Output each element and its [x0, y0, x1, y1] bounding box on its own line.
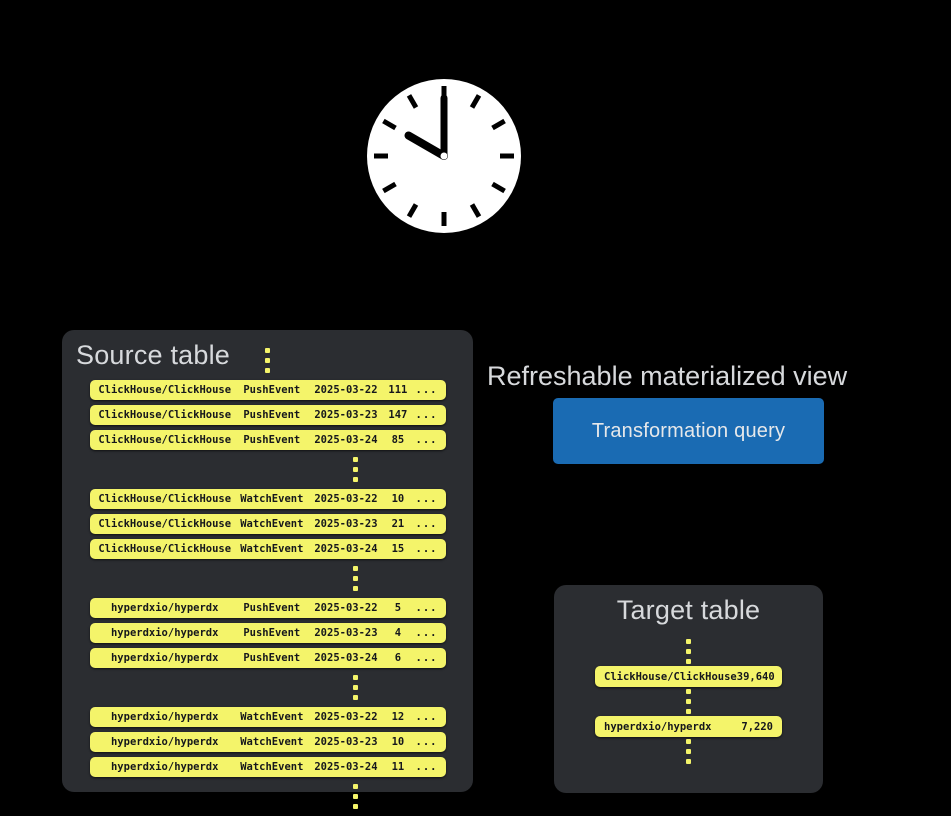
vertical-ellipsis-icon [595, 737, 782, 766]
transformation-query-box[interactable]: Transformation query [553, 398, 824, 464]
source-row-date: 2025-03-24 [314, 543, 378, 555]
source-table-rows: ClickHouse/ClickHouse PushEvent 2025-03-22… [62, 380, 473, 816]
table-row[interactable]: ClickHouse/ClickHouse PushEvent 2025-03-24… [89, 430, 446, 450]
source-row-date: 2025-03-22 [314, 602, 378, 614]
table-row[interactable]: ClickHouse/ClickHouse WatchEvent 2025-03-2… [89, 514, 446, 534]
table-row[interactable]: ClickHouse/ClickHouse 39,640 [595, 666, 782, 687]
source-row-date: 2025-03-22 [314, 493, 378, 505]
source-row-date: 2025-03-22 [314, 384, 378, 396]
materialized-view-title: Refreshable materialized view [487, 361, 848, 391]
source-row-ellipsis: ... [415, 409, 438, 421]
table-row[interactable]: hyperdxio/hyperdx PushEvent 2025-03-23 4... [89, 623, 446, 643]
vertical-ellipsis-icon [90, 673, 446, 702]
source-row-repo: ClickHouse/ClickHouse [98, 543, 232, 555]
vertical-ellipsis-icon [90, 564, 446, 593]
source-row-ellipsis: ... [415, 711, 438, 723]
source-row-count: 111 [388, 384, 408, 396]
source-row-date: 2025-03-23 [314, 409, 378, 421]
source-row-ellipsis: ... [415, 434, 438, 446]
source-row-ellipsis: ... [415, 652, 438, 664]
target-row-count: 39,640 [736, 670, 775, 683]
source-row-ellipsis: ... [415, 543, 438, 555]
source-row-repo: hyperdxio/hyperdx [110, 602, 219, 614]
source-row-date: 2025-03-23 [314, 736, 378, 748]
source-row-ellipsis: ... [415, 518, 438, 530]
source-title-vertical-ellipsis-icon [265, 348, 270, 373]
target-row-repo: hyperdxio/hyperdx [604, 720, 712, 733]
source-row-event: WatchEvent [240, 736, 304, 748]
source-row-repo: hyperdxio/hyperdx [110, 711, 219, 723]
source-row-event: PushEvent [243, 652, 301, 664]
vertical-ellipsis-icon [595, 637, 782, 666]
source-row-event: PushEvent [243, 434, 301, 446]
source-row-ellipsis: ... [415, 761, 438, 773]
source-row-date: 2025-03-24 [314, 434, 378, 446]
source-row-count: 85 [391, 434, 405, 446]
source-row-ellipsis: ... [415, 602, 438, 614]
source-row-repo: ClickHouse/ClickHouse [98, 493, 232, 505]
source-row-date: 2025-03-22 [314, 711, 378, 723]
source-row-ellipsis: ... [415, 736, 438, 748]
table-row[interactable]: hyperdxio/hyperdx WatchEvent 2025-03-24 11.… [89, 757, 446, 777]
source-row-repo: hyperdxio/hyperdx [110, 761, 219, 773]
source-row-event: WatchEvent [240, 711, 304, 723]
source-row-ellipsis: ... [415, 493, 438, 505]
source-row-date: 2025-03-24 [314, 761, 378, 773]
source-row-event: WatchEvent [240, 493, 304, 505]
table-row[interactable]: hyperdxio/hyperdx PushEvent 2025-03-22 5... [89, 598, 446, 618]
source-table-panel: Source table ClickHouse/ClickHouse PushEv… [62, 330, 473, 809]
table-row[interactable]: hyperdxio/hyperdx WatchEvent 2025-03-23 10.… [89, 732, 446, 752]
target-table-rows: ClickHouse/ClickHouse 39,640 hyperdxio/hyp… [554, 637, 823, 766]
table-row[interactable]: ClickHouse/ClickHouse WatchEvent 2025-03-2… [89, 539, 446, 559]
source-row-date: 2025-03-23 [314, 627, 378, 639]
source-row-date: 2025-03-24 [314, 652, 378, 664]
source-row-event: PushEvent [243, 627, 301, 639]
source-row-count: 15 [391, 543, 405, 555]
source-row-event: PushEvent [243, 409, 301, 421]
table-row[interactable]: ClickHouse/ClickHouse PushEvent 2025-03-22… [89, 380, 446, 400]
source-row-date: 2025-03-23 [314, 518, 378, 530]
table-row[interactable]: ClickHouse/ClickHouse WatchEvent 2025-03-2… [89, 489, 446, 509]
clock-hour-hand [404, 131, 448, 160]
source-row-count: 4 [394, 627, 402, 639]
source-row-count: 21 [391, 518, 405, 530]
source-row-count: 10 [391, 493, 405, 505]
source-row-repo: hyperdxio/hyperdx [110, 627, 219, 639]
target-table-panel: Target table ClickHouse/ClickHouse 39,640… [554, 585, 823, 793]
target-row-repo: ClickHouse/ClickHouse [604, 670, 737, 683]
source-row-count: 10 [391, 736, 405, 748]
source-row-count: 11 [391, 761, 405, 773]
source-table-title: Source table [76, 340, 230, 370]
source-row-event: WatchEvent [240, 761, 304, 773]
target-row-count: 7,220 [741, 720, 773, 733]
source-row-repo: ClickHouse/ClickHouse [98, 409, 232, 421]
source-row-ellipsis: ... [415, 384, 438, 396]
clock-icon [366, 78, 522, 234]
target-table-title: Target table [616, 595, 761, 625]
source-row-repo: hyperdxio/hyperdx [110, 652, 219, 664]
table-row[interactable]: hyperdxio/hyperdx WatchEvent 2025-03-22 12.… [89, 707, 446, 727]
clock-face-svg [367, 79, 521, 233]
table-row[interactable]: hyperdxio/hyperdx PushEvent 2025-03-24 6... [89, 648, 446, 668]
source-row-ellipsis: ... [415, 627, 438, 639]
source-row-count: 6 [394, 652, 402, 664]
source-row-event: WatchEvent [240, 518, 304, 530]
table-row[interactable]: hyperdxio/hyperdx 7,220 [595, 716, 782, 737]
vertical-ellipsis-icon [90, 455, 446, 484]
source-row-count: 147 [388, 409, 408, 421]
source-row-count: 5 [394, 602, 402, 614]
source-row-count: 12 [391, 711, 405, 723]
source-row-repo: hyperdxio/hyperdx [110, 736, 219, 748]
source-row-repo: ClickHouse/ClickHouse [98, 518, 232, 530]
source-row-repo: ClickHouse/ClickHouse [98, 434, 232, 446]
source-row-event: WatchEvent [240, 543, 304, 555]
table-row[interactable]: ClickHouse/ClickHouse PushEvent 2025-03-23… [89, 405, 446, 425]
vertical-ellipsis-icon [595, 687, 782, 716]
source-row-repo: ClickHouse/ClickHouse [98, 384, 232, 396]
vertical-ellipsis-icon [90, 782, 446, 811]
source-row-event: PushEvent [243, 384, 301, 396]
transformation-query-label: Transformation query [591, 419, 786, 442]
source-row-event: PushEvent [243, 602, 301, 614]
